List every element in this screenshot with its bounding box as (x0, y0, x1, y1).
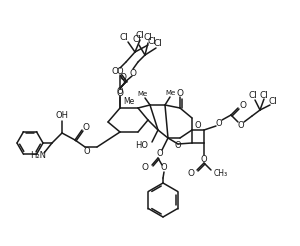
Text: Me: Me (123, 97, 135, 107)
Text: O: O (130, 68, 136, 77)
Text: O: O (175, 141, 181, 151)
Text: HO: HO (135, 140, 148, 150)
Text: Cl: Cl (136, 31, 144, 41)
Text: O: O (176, 89, 184, 97)
Text: O: O (238, 121, 244, 129)
Text: O: O (142, 164, 149, 172)
Text: OH: OH (56, 111, 68, 121)
Text: O: O (111, 67, 118, 77)
Text: Me: Me (166, 90, 176, 96)
Text: Cl: Cl (144, 33, 152, 43)
Text: Cl: Cl (154, 40, 162, 48)
Text: O: O (117, 67, 123, 77)
Text: H₂N: H₂N (30, 152, 46, 160)
Text: O: O (195, 121, 201, 129)
Text: O: O (82, 123, 89, 132)
Text: Cl: Cl (148, 37, 156, 46)
Text: O: O (161, 164, 167, 172)
Text: O: O (84, 147, 90, 155)
Text: O: O (216, 119, 222, 127)
Text: O: O (116, 89, 124, 97)
Text: CH₃: CH₃ (214, 169, 228, 178)
Text: Me: Me (138, 91, 148, 97)
Text: O: O (239, 101, 246, 109)
Text: Cl: Cl (133, 35, 141, 45)
Text: Cl: Cl (120, 33, 128, 43)
Text: Cl: Cl (260, 91, 268, 99)
Text: O: O (117, 88, 123, 96)
Text: O: O (201, 154, 207, 164)
Text: Cl: Cl (268, 97, 278, 107)
Text: O: O (120, 74, 127, 82)
Text: O: O (188, 169, 195, 178)
Text: O: O (157, 150, 163, 158)
Text: Cl: Cl (249, 92, 257, 101)
